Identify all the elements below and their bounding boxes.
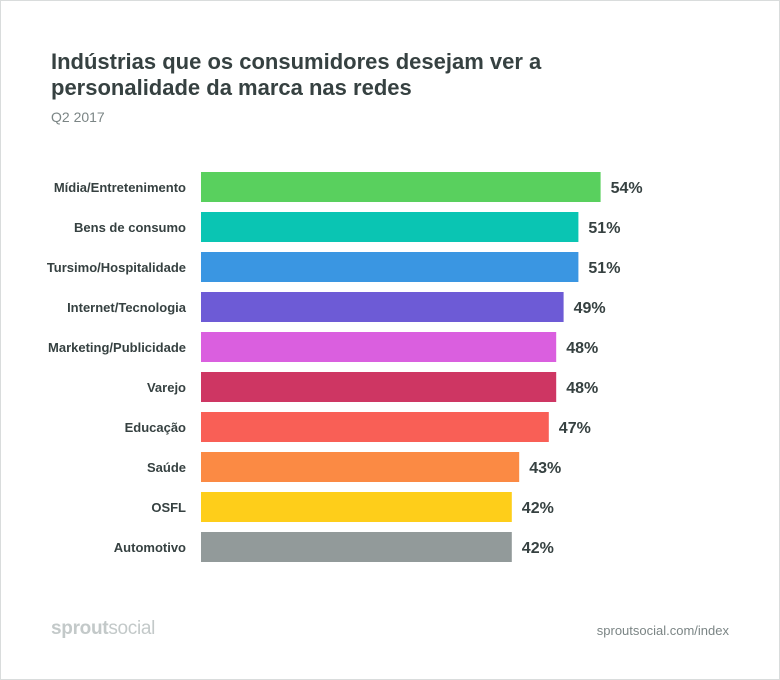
category-label: Automotivo (114, 540, 186, 555)
bar (201, 532, 512, 562)
value-label: 48% (566, 380, 598, 397)
category-label: Mídia/Entretenimento (54, 180, 186, 195)
value-label: 48% (566, 340, 598, 357)
bar (201, 172, 601, 202)
value-label: 49% (574, 300, 606, 317)
bar (201, 292, 564, 322)
value-label: 54% (611, 180, 643, 197)
bar (201, 212, 579, 242)
category-label: Bens de consumo (74, 220, 186, 235)
bar-chart: Mídia/Entretenimento 54% Bens de consumo 51… (47, 172, 643, 562)
value-label: 42% (522, 500, 554, 517)
value-label: 47% (559, 420, 591, 437)
category-label: Tursimo/Hospitalidade (47, 260, 186, 275)
category-label: Internet/Tecnologia (67, 300, 187, 315)
bar (201, 492, 512, 522)
bar (201, 372, 557, 402)
category-label: OSFL (151, 500, 186, 515)
bar (201, 252, 579, 282)
category-label: Saúde (147, 460, 186, 475)
source-url: sproutsocial.com/index (596, 623, 729, 638)
chart-subtitle: Q2 2017 (51, 109, 105, 125)
category-label: Varejo (147, 380, 186, 395)
category-label: Marketing/Publicidade (48, 340, 186, 355)
value-label: 42% (522, 540, 554, 557)
sprout-social-logo: sproutsocial (51, 618, 156, 639)
bar (201, 332, 557, 362)
chart-title: Indústrias que os consumidores desejam v… (51, 49, 542, 100)
category-label: Educação (125, 420, 186, 435)
bars-layer: Mídia/Entretenimento 54% Bens de consumo 51… (47, 172, 643, 562)
bar (201, 412, 549, 442)
value-label: 43% (529, 460, 561, 477)
value-label: 51% (588, 260, 620, 277)
value-label: 51% (588, 220, 620, 237)
bar (201, 452, 520, 482)
